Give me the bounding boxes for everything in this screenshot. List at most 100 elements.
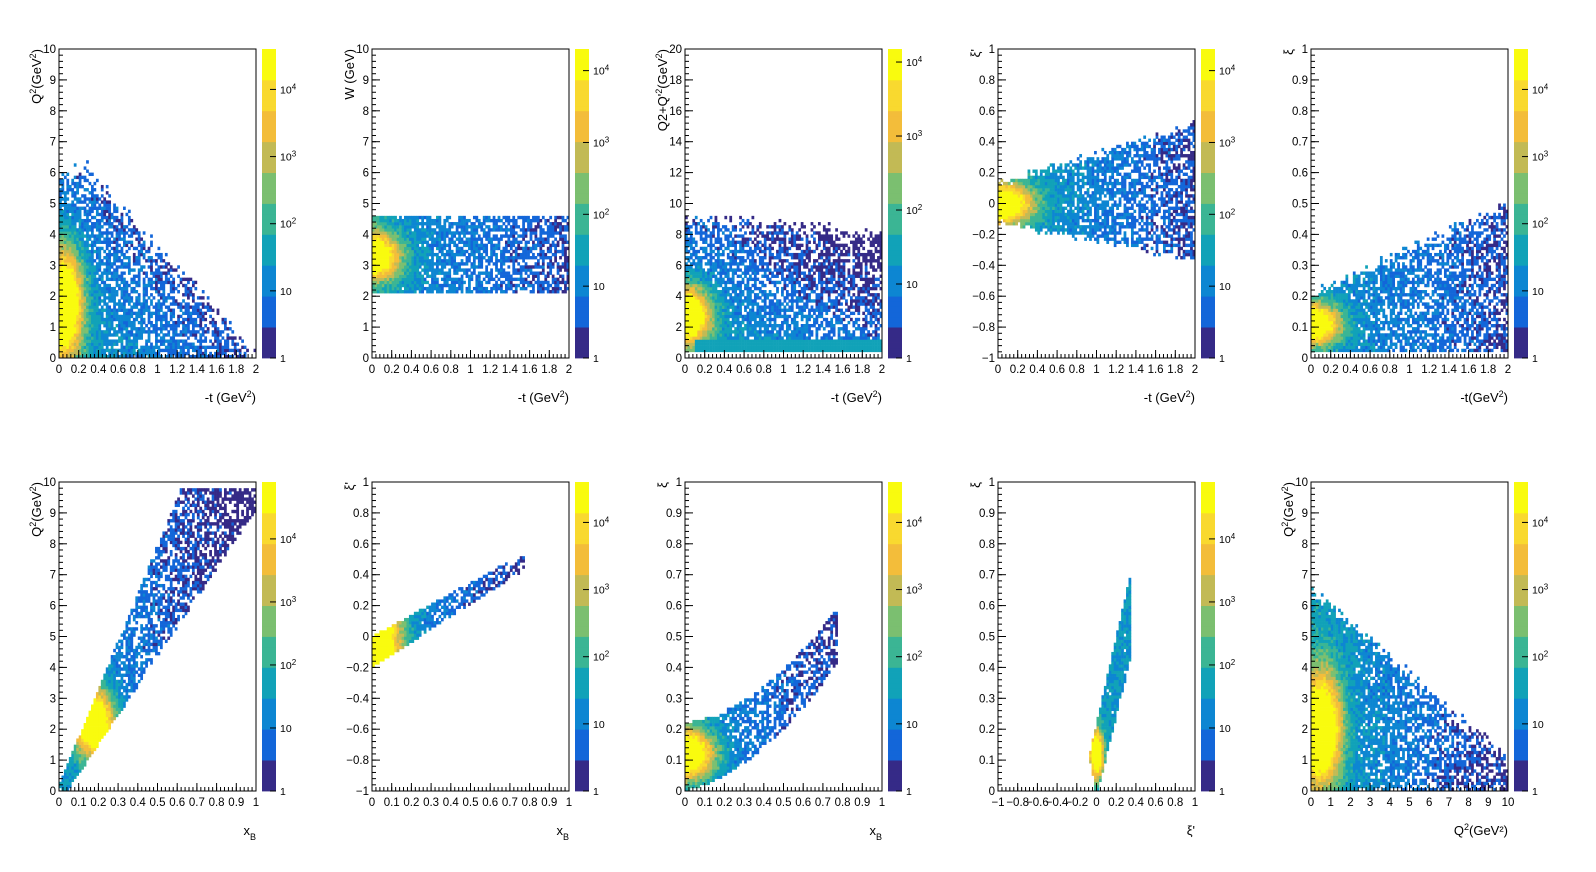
heatmap-cell: [76, 184, 79, 189]
heatmap-cell: [406, 215, 410, 220]
heatmap-cell: [88, 314, 92, 319]
color-bar-step: [575, 90, 589, 96]
heatmap-cell: [443, 252, 447, 257]
heatmap-cell: [219, 345, 222, 350]
heatmap-cell: [83, 330, 87, 334]
heatmap-cell: [502, 246, 506, 251]
heatmap-cell: [702, 280, 705, 285]
heatmap-cell: [458, 225, 461, 229]
heatmap-cell: [78, 345, 82, 350]
heatmap-cell: [694, 225, 698, 229]
heatmap-cell: [147, 339, 151, 343]
heatmap-cell: [150, 354, 153, 359]
heatmap-cell: [736, 293, 740, 297]
heatmap-cell: [413, 218, 417, 223]
heatmap-cell: [81, 277, 84, 282]
heatmap-cell: [98, 290, 102, 294]
heatmap-cell: [460, 218, 464, 223]
heatmap-cell: [416, 218, 420, 223]
heatmap-cell: [162, 302, 166, 306]
heatmap-cell: [694, 305, 698, 309]
heatmap-cell: [475, 274, 479, 278]
heatmap-cell: [741, 330, 745, 334]
heatmap-cell: [418, 240, 422, 244]
heatmap-cell: [100, 333, 104, 337]
heatmap-cell: [724, 234, 728, 238]
heatmap-cell: [372, 277, 375, 282]
heatmap-cell: [142, 246, 146, 251]
heatmap-cell: [187, 324, 190, 328]
heatmap-cell: [436, 218, 439, 223]
heatmap-cell: [507, 218, 511, 223]
heatmap-cell: [127, 271, 131, 275]
heatmap-cell: [142, 330, 146, 334]
heatmap-cell: [63, 191, 67, 195]
heatmap-cell: [76, 246, 79, 251]
heatmap-cell: [551, 262, 555, 266]
heatmap-cell: [71, 252, 75, 257]
heatmap-cell: [103, 240, 107, 244]
heatmap-cell: [687, 299, 691, 303]
heatmap-cell: [63, 259, 67, 263]
heatmap-cell: [81, 345, 84, 350]
heatmap-cell: [125, 308, 129, 312]
heatmap-cell: [438, 249, 442, 254]
color-bar-step: [575, 79, 589, 86]
heatmap-cell: [719, 324, 723, 328]
heatmap-cell: [172, 277, 176, 282]
heatmap-cell: [145, 299, 148, 303]
heatmap-cell: [115, 206, 119, 210]
heatmap-cell: [189, 345, 193, 350]
heatmap-cell: [98, 330, 102, 334]
heatmap-cell: [100, 206, 104, 210]
heatmap-cell: [504, 228, 508, 232]
heatmap-cell: [685, 243, 688, 248]
heatmap-cell: [746, 237, 750, 241]
heatmap-cell: [66, 265, 70, 269]
x-tick-label: 0.4: [403, 364, 420, 376]
heatmap-cell: [724, 305, 728, 309]
heatmap-cell: [66, 268, 70, 272]
heatmap-cell: [697, 271, 701, 275]
heatmap-cell: [544, 222, 548, 226]
heatmap-cell: [130, 277, 134, 282]
heatmap-cell: [546, 271, 550, 275]
heatmap-cell: [233, 348, 237, 353]
heatmap-cell: [426, 274, 429, 278]
heatmap-cell: [712, 225, 715, 229]
heatmap-cell: [379, 277, 383, 282]
heatmap-cell: [717, 320, 720, 325]
heatmap-cell: [404, 265, 407, 269]
heatmap-cell: [108, 299, 112, 303]
heatmap-cell: [127, 345, 131, 350]
heatmap-cell: [78, 262, 82, 266]
heatmap-cell: [702, 333, 705, 337]
heatmap-cell: [132, 280, 136, 285]
heatmap-cell: [739, 311, 742, 316]
heatmap-cell: [63, 231, 67, 235]
heatmap-cell: [712, 336, 715, 340]
heatmap-cell: [744, 324, 747, 328]
heatmap-cell: [709, 324, 713, 328]
heatmap-cell: [167, 330, 171, 334]
heatmap-cell: [438, 215, 442, 220]
heatmap-cell: [721, 311, 725, 316]
heatmap-cell: [448, 215, 452, 220]
heatmap-cell: [98, 225, 102, 229]
heatmap-cell: [396, 243, 400, 248]
heatmap-cell: [559, 268, 562, 272]
heatmap-cell: [404, 280, 407, 285]
heatmap-cell: [712, 243, 715, 248]
heatmap-cell: [71, 302, 75, 306]
heatmap-cell: [59, 252, 62, 257]
heatmap-cell: [201, 354, 205, 359]
heatmap-cell: [702, 277, 705, 282]
heatmap-cell: [184, 311, 188, 316]
heatmap-cell: [431, 280, 434, 285]
heatmap-cell: [379, 259, 383, 263]
heatmap-cell: [559, 249, 562, 254]
heatmap-cell: [164, 271, 168, 275]
heatmap-cell: [399, 240, 402, 244]
heatmap-cell: [376, 243, 380, 248]
heatmap-cell: [731, 290, 735, 294]
